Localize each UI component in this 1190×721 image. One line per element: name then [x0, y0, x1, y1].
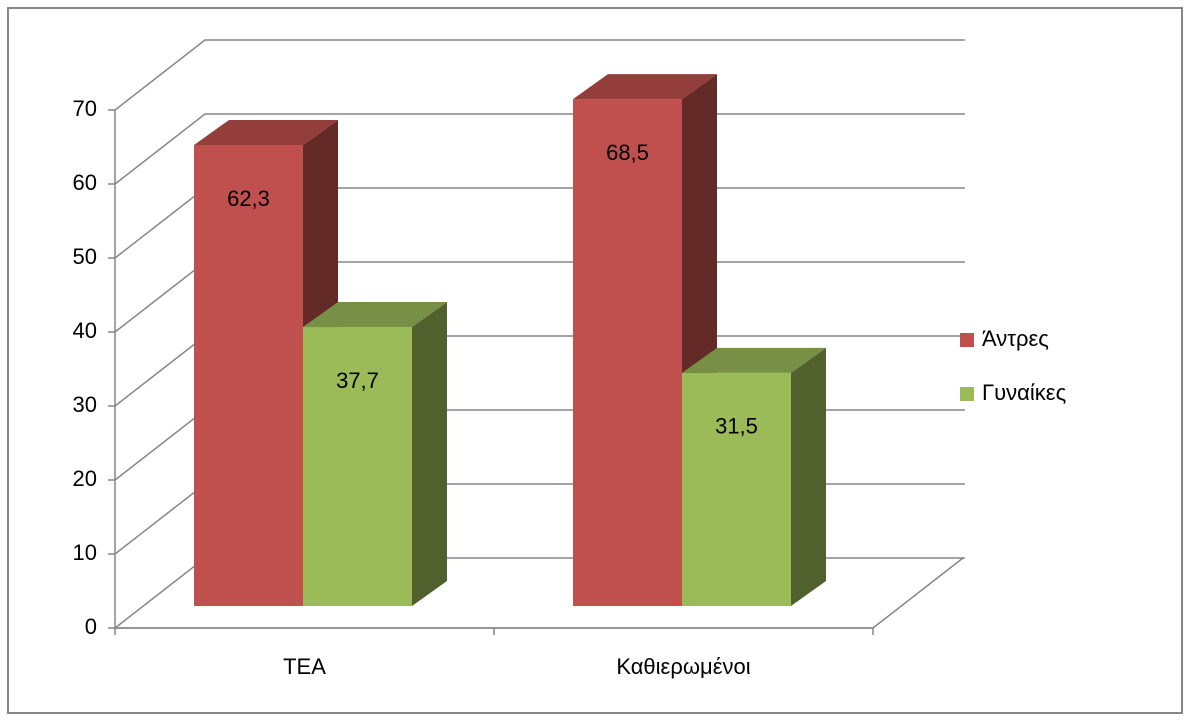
data-label: 31,5 [715, 414, 758, 439]
bar-top [194, 119, 338, 145]
y-tick-label: 10 [73, 540, 97, 565]
bar [303, 327, 412, 606]
bar-side [791, 347, 826, 606]
grid-line [114, 39, 965, 111]
bar [682, 372, 791, 606]
bar-side [412, 302, 447, 606]
legend-swatch [960, 333, 974, 347]
bar-top [682, 347, 826, 373]
y-tick-label: 20 [73, 466, 97, 491]
y-tick-label: 70 [73, 96, 97, 121]
bar-top [573, 74, 717, 100]
y-tick-label: 40 [73, 318, 97, 343]
legend-swatch [960, 387, 974, 401]
y-tick-label: 30 [73, 392, 97, 417]
data-label: 68,5 [606, 140, 649, 165]
x-tick-label: ΤΕΑ [283, 654, 326, 679]
bar-top [303, 302, 447, 328]
legend-label: Άντρες [982, 326, 1049, 351]
x-tick-label: Καθιερωμένοι [616, 654, 750, 679]
data-label: 37,7 [336, 368, 379, 393]
y-tick-label: 0 [85, 614, 97, 639]
bar [573, 99, 682, 606]
y-tick-label: 50 [73, 244, 97, 269]
y-tick-label: 60 [73, 170, 97, 195]
legend-label: Γυναίκες [982, 380, 1066, 405]
bar [194, 144, 303, 607]
data-label: 62,3 [227, 186, 270, 211]
